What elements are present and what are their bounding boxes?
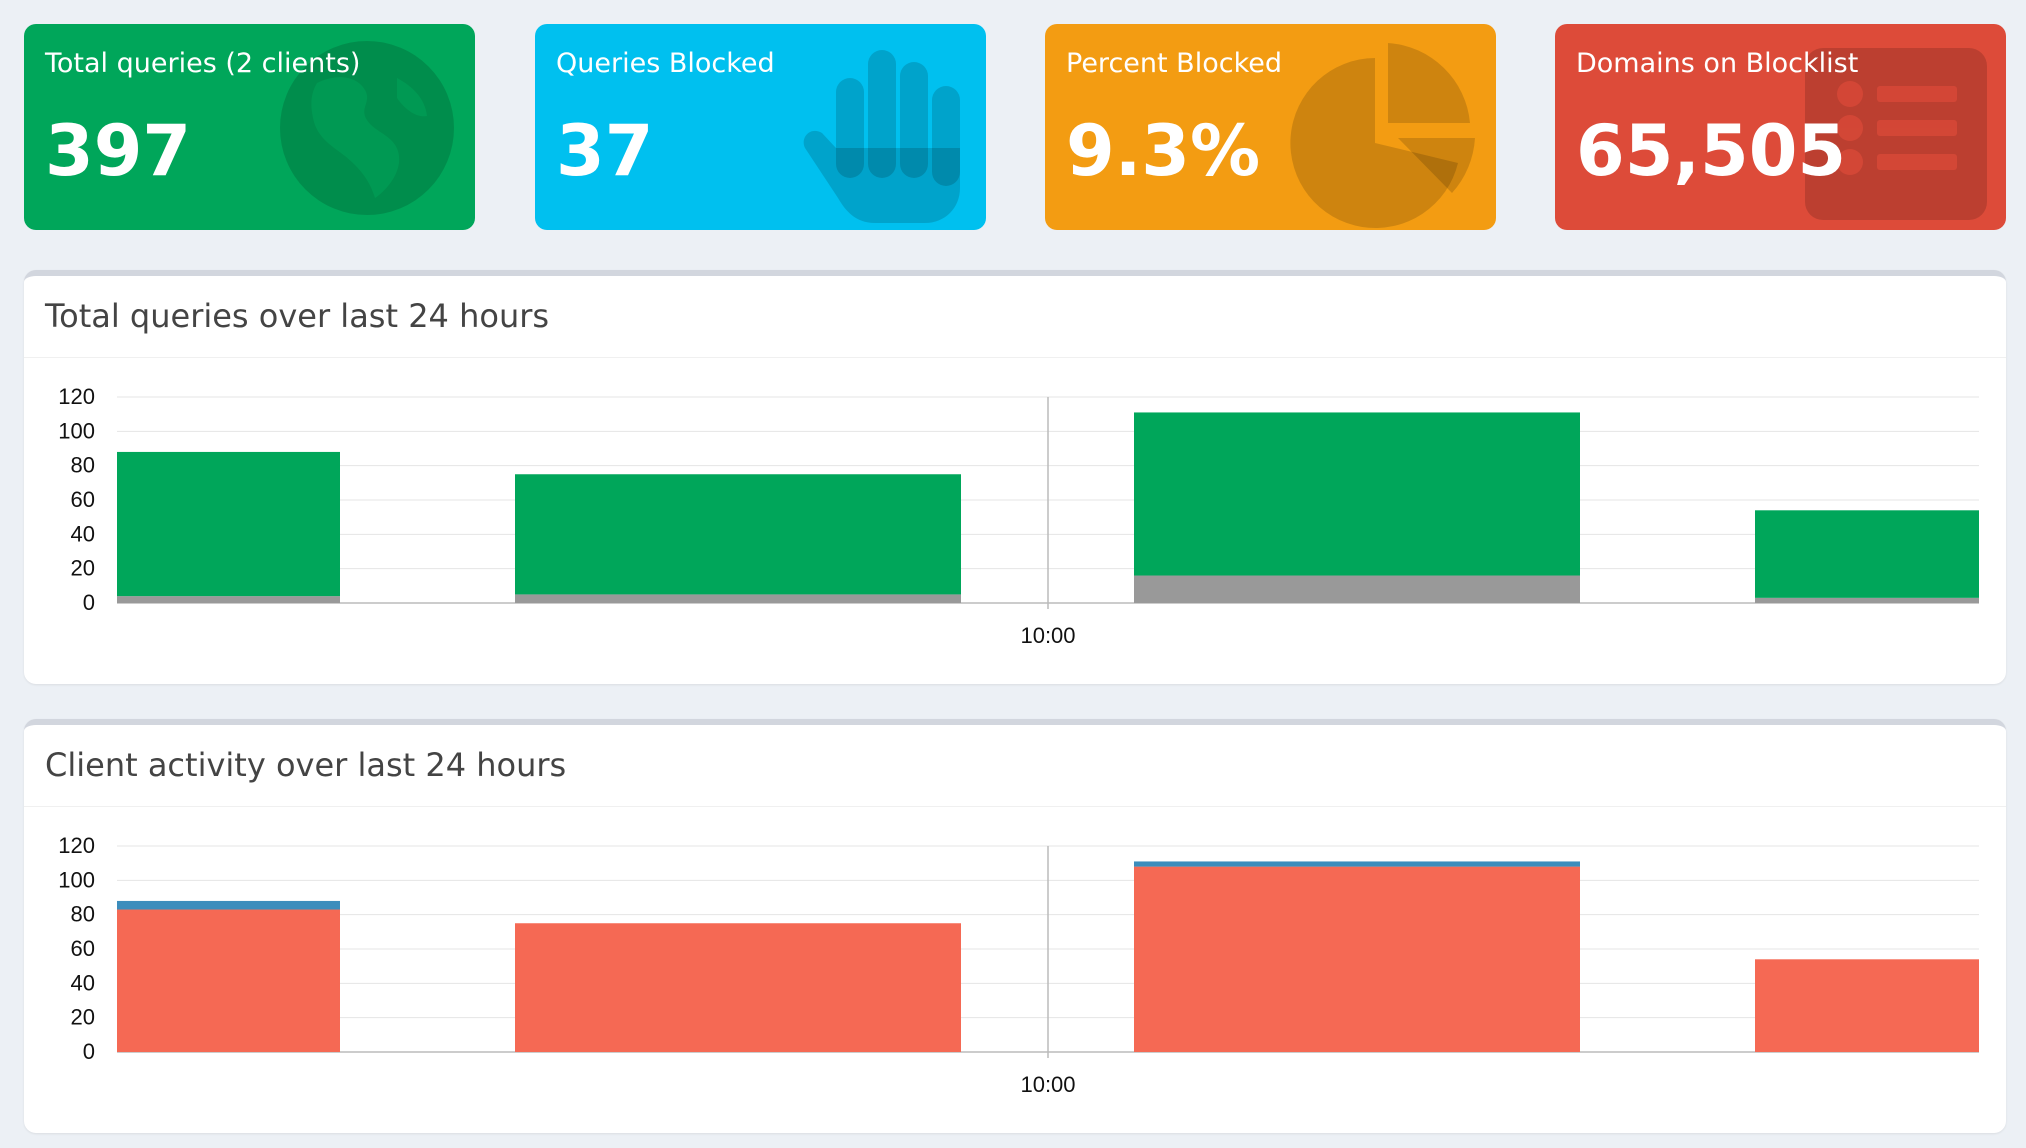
chart-bar[interactable]: [1755, 510, 1979, 598]
stat-label: Domains on Blocklist: [1576, 48, 1859, 79]
stat-box-percent-blocked: Percent Blocked 9.3%: [1045, 24, 1496, 230]
hand-icon: [803, 50, 960, 223]
x-tick-label: 10:00: [1020, 623, 1075, 648]
globe-icon: [280, 41, 454, 215]
y-tick-label: 120: [58, 384, 95, 409]
chart-bar[interactable]: [515, 474, 961, 595]
stat-value: 37: [556, 110, 654, 192]
list-icon: [1805, 48, 1987, 220]
chart-bar[interactable]: [515, 923, 961, 1052]
stat-label: Total queries (2 clients): [45, 48, 361, 79]
chart-bar[interactable]: [515, 594, 961, 603]
queries-over-time-panel: Total queries over last 24 hours 0 20 40 60…: [24, 270, 2006, 684]
y-tick-label: 120: [58, 833, 95, 858]
y-tick-label: 40: [71, 970, 95, 995]
y-tick-label: 20: [71, 1005, 95, 1030]
panel-divider: [24, 357, 2006, 358]
stat-label: Percent Blocked: [1066, 48, 1282, 79]
x-tick-label: 10:00: [1020, 1072, 1075, 1097]
y-tick-label: 20: [71, 556, 95, 581]
chart-bar[interactable]: [1134, 866, 1580, 1052]
stat-box-domains-blocklist: Domains on Blocklist 65,505: [1555, 24, 2006, 230]
chart-bar[interactable]: [117, 596, 340, 603]
chart-bar[interactable]: [117, 900, 340, 910]
y-tick-label: 80: [71, 902, 95, 927]
chart-bar[interactable]: [1755, 597, 1979, 603]
y-tick-label: 100: [58, 418, 95, 443]
y-tick-label: 60: [71, 487, 95, 512]
queries-over-time-chart[interactable]: 0 20 40 60 80 100 120 10:00: [24, 276, 2006, 678]
panel-title: Client activity over last 24 hours: [45, 746, 567, 784]
chart-bar[interactable]: [1134, 412, 1580, 576]
stat-box-total-queries: Total queries (2 clients) 397: [24, 24, 475, 230]
stat-box-queries-blocked: Queries Blocked 37: [535, 24, 986, 230]
pie-chart-icon: [1290, 43, 1475, 228]
chart-bar[interactable]: [117, 909, 340, 1052]
client-activity-panel: Client activity over last 24 hours 0 20 40…: [24, 719, 2006, 1133]
chart-bar[interactable]: [1134, 861, 1580, 867]
panel-divider: [24, 806, 2006, 807]
y-tick-label: 80: [71, 453, 95, 478]
client-activity-chart[interactable]: 0 20 40 60 80 100 120 10:00: [24, 725, 2006, 1127]
stat-value: 9.3%: [1066, 110, 1261, 192]
y-tick-label: 40: [71, 521, 95, 546]
chart-bar[interactable]: [1134, 575, 1580, 603]
chart-bar[interactable]: [1755, 959, 1979, 1052]
stat-value: 397: [45, 110, 192, 192]
y-tick-label: 0: [83, 1039, 95, 1064]
y-tick-label: 0: [83, 590, 95, 615]
chart-bar[interactable]: [117, 451, 340, 597]
panel-title: Total queries over last 24 hours: [45, 297, 550, 335]
stat-value: 65,505: [1576, 110, 1847, 192]
y-tick-label: 60: [71, 936, 95, 961]
y-tick-label: 100: [58, 867, 95, 892]
stat-label: Queries Blocked: [556, 48, 775, 79]
